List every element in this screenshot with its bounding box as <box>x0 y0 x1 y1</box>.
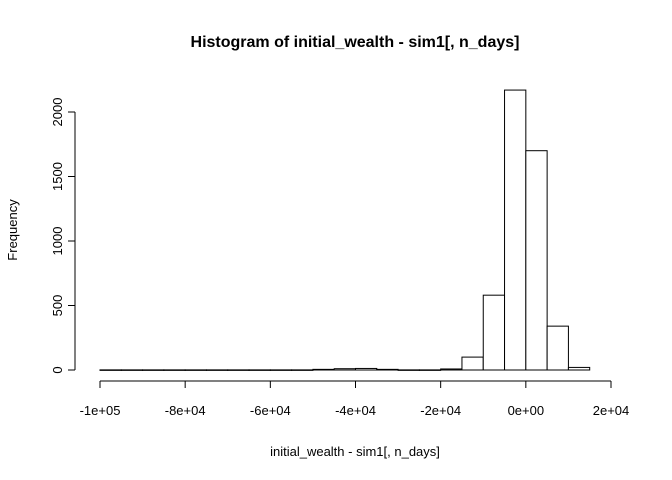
y-tick-label: 1000 <box>50 227 65 256</box>
histogram-bar <box>205 369 229 371</box>
x-tick-label: -2e+04 <box>420 403 461 418</box>
histogram-bar <box>355 367 378 371</box>
histogram-bar <box>482 294 506 371</box>
x-tick-label: 2e+04 <box>593 403 630 418</box>
histogram-bar <box>546 325 569 371</box>
histogram-bar <box>440 368 463 371</box>
histogram-bar <box>120 369 144 371</box>
histogram-bar <box>99 369 122 371</box>
histogram-bar <box>312 368 335 371</box>
x-tick-label: -6e+04 <box>250 403 291 418</box>
histogram-bar <box>397 369 420 371</box>
histogram-bar <box>248 369 271 371</box>
histogram-bar <box>227 369 250 371</box>
x-axis: -1e+05 -8e+04 -6e+04 -4e+04 -2e+04 0e+00 2e+04 <box>80 380 630 418</box>
histogram-bar <box>504 89 527 371</box>
histogram-bar <box>291 369 314 371</box>
y-tick-label: 2000 <box>50 98 65 127</box>
histogram-bar <box>525 150 548 371</box>
histogram-bar <box>376 368 399 371</box>
x-tick-label: -4e+04 <box>335 403 376 418</box>
y-axis: 0 500 1000 1500 2000 <box>50 98 76 374</box>
histogram-bar <box>567 366 591 371</box>
y-tick-label: 500 <box>50 295 65 317</box>
x-tick-label: -8e+04 <box>165 403 206 418</box>
y-tick-label: 0 <box>50 366 65 373</box>
histogram-bar <box>184 369 207 371</box>
x-axis-label: initial_wealth - sim1[, n_days] <box>270 444 440 459</box>
chart-title: Histogram of initial_wealth - sim1[, n_d… <box>191 34 520 51</box>
y-axis-label: Frequency <box>5 199 20 261</box>
x-tick-label: 0e+00 <box>508 403 545 418</box>
x-tick-label: -1e+05 <box>80 403 121 418</box>
bars-group <box>99 89 591 371</box>
histogram-bar <box>142 369 165 371</box>
histogram-bar <box>163 369 186 371</box>
histogram-bar <box>461 356 484 371</box>
histogram-bar <box>418 369 442 371</box>
y-tick-label: 1500 <box>50 162 65 191</box>
histogram-bar <box>269 369 293 371</box>
histogram-bar <box>333 368 357 371</box>
